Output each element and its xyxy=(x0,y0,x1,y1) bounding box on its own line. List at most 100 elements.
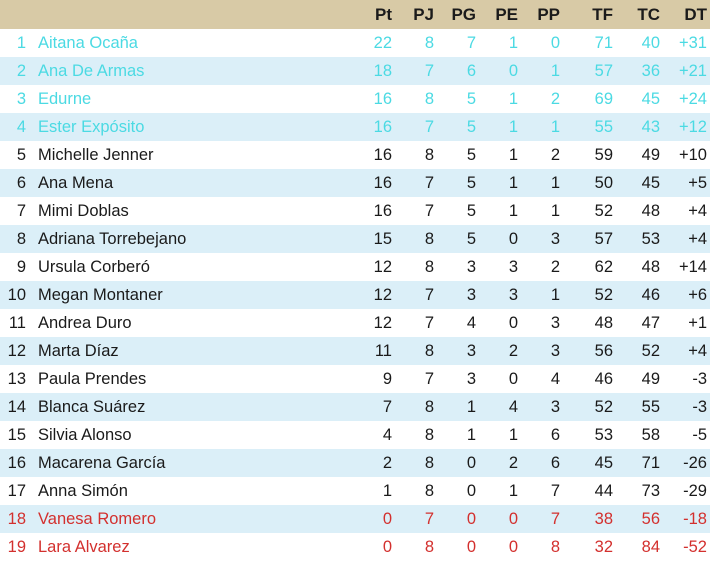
table-row: 5 Michelle Jenner 16 8 5 1 2 59 49 +10 xyxy=(0,141,710,169)
pt-cell: 16 xyxy=(373,89,392,108)
pg-cell: 5 xyxy=(466,89,476,108)
tc-cell: 53 xyxy=(641,229,660,248)
name-cell: Blanca Suárez xyxy=(38,397,146,416)
pg-cell: 0 xyxy=(466,481,476,500)
dt-cell: -18 xyxy=(683,509,707,528)
name-cell: Megan Montaner xyxy=(38,285,163,304)
pp-cell: 2 xyxy=(550,89,560,108)
pg-cell: 3 xyxy=(466,369,476,388)
tf-cell: 48 xyxy=(594,313,613,332)
column-header-pe: PE xyxy=(495,4,518,24)
pj-cell: 8 xyxy=(424,481,434,500)
pe-cell: 3 xyxy=(508,257,518,276)
table-row: 3 Edurne 16 8 5 1 2 69 45 +24 xyxy=(0,85,710,113)
table-row: 4 Ester Expósito 16 7 5 1 1 55 43 +12 xyxy=(0,113,710,141)
pt-cell: 12 xyxy=(373,257,392,276)
rank-cell: 14 xyxy=(7,397,26,416)
pp-cell: 6 xyxy=(550,425,560,444)
pg-cell: 3 xyxy=(466,341,476,360)
dt-cell: +31 xyxy=(679,33,707,52)
tc-cell: 46 xyxy=(641,285,660,304)
pe-cell: 1 xyxy=(508,89,518,108)
tf-cell: 57 xyxy=(594,229,613,248)
pj-cell: 8 xyxy=(424,229,434,248)
column-header-pt: Pt xyxy=(375,4,392,24)
rank-cell: 19 xyxy=(7,537,26,556)
pg-cell: 3 xyxy=(466,257,476,276)
dt-cell: +6 xyxy=(688,285,707,304)
table-row: 12 Marta Díaz 11 8 3 2 3 56 52 +4 xyxy=(0,337,710,365)
rank-cell: 12 xyxy=(7,341,26,360)
pt-cell: 7 xyxy=(382,397,392,416)
pj-cell: 8 xyxy=(424,33,434,52)
tc-cell: 52 xyxy=(641,341,660,360)
pe-cell: 3 xyxy=(508,285,518,304)
pg-cell: 0 xyxy=(466,509,476,528)
pt-cell: 18 xyxy=(373,61,392,80)
pp-cell: 1 xyxy=(550,117,560,136)
pg-cell: 0 xyxy=(466,537,476,556)
pg-cell: 5 xyxy=(466,117,476,136)
pt-cell: 9 xyxy=(382,369,392,388)
tc-cell: 48 xyxy=(641,257,660,276)
pt-cell: 1 xyxy=(382,481,392,500)
table-header-row: Pt PJ PG PE PP TF TC DT xyxy=(0,0,710,29)
pg-cell: 5 xyxy=(466,229,476,248)
pe-cell: 1 xyxy=(508,117,518,136)
tf-cell: 53 xyxy=(594,425,613,444)
tc-cell: 47 xyxy=(641,313,660,332)
tf-cell: 52 xyxy=(594,285,613,304)
pe-cell: 2 xyxy=(508,453,518,472)
tf-cell: 38 xyxy=(594,509,613,528)
rank-cell: 6 xyxy=(16,173,26,192)
rank-cell: 11 xyxy=(8,313,26,332)
tc-cell: 48 xyxy=(641,201,660,220)
pp-cell: 1 xyxy=(550,61,560,80)
pt-cell: 2 xyxy=(382,453,392,472)
name-cell: Vanesa Romero xyxy=(38,509,157,528)
name-cell: Macarena García xyxy=(38,453,166,472)
rank-cell: 1 xyxy=(16,33,26,52)
pe-cell: 1 xyxy=(508,425,518,444)
pj-cell: 8 xyxy=(424,453,434,472)
tc-cell: 43 xyxy=(641,117,660,136)
dt-cell: -26 xyxy=(683,453,707,472)
dt-cell: +1 xyxy=(688,313,707,332)
pg-cell: 3 xyxy=(466,285,476,304)
pp-cell: 3 xyxy=(550,313,560,332)
pp-cell: 8 xyxy=(550,537,560,556)
rank-cell: 7 xyxy=(16,201,26,220)
dt-cell: +14 xyxy=(679,257,707,276)
tf-cell: 56 xyxy=(594,341,613,360)
name-cell: Lara Alvarez xyxy=(38,537,130,556)
tc-cell: 45 xyxy=(641,173,660,192)
pj-cell: 7 xyxy=(424,117,434,136)
pp-cell: 2 xyxy=(550,145,560,164)
name-cell: Edurne xyxy=(38,89,92,108)
tf-cell: 45 xyxy=(594,453,613,472)
table-body: 1 Aitana Ocaña 22 8 7 1 0 71 40 +31 2 An… xyxy=(0,29,710,561)
pj-cell: 7 xyxy=(424,201,434,220)
table-row: 9 Ursula Corberó 12 8 3 3 2 62 48 +14 xyxy=(0,253,710,281)
pp-cell: 1 xyxy=(550,285,560,304)
pj-cell: 8 xyxy=(424,397,434,416)
rank-cell: 3 xyxy=(16,89,26,108)
pt-cell: 16 xyxy=(373,173,392,192)
pp-cell: 1 xyxy=(550,173,560,192)
pp-cell: 0 xyxy=(550,33,560,52)
name-cell: Marta Díaz xyxy=(38,341,119,360)
pj-cell: 8 xyxy=(424,145,434,164)
dt-cell: +21 xyxy=(679,61,707,80)
rank-cell: 17 xyxy=(7,481,26,500)
rank-cell: 5 xyxy=(16,145,26,164)
pe-cell: 0 xyxy=(508,537,518,556)
pj-cell: 7 xyxy=(424,313,434,332)
column-header-tf: TF xyxy=(592,4,613,24)
pe-cell: 0 xyxy=(508,229,518,248)
tc-cell: 55 xyxy=(641,397,660,416)
tc-cell: 45 xyxy=(641,89,660,108)
pt-cell: 15 xyxy=(373,229,392,248)
pt-cell: 12 xyxy=(373,313,392,332)
table-row: 19 Lara Alvarez 0 8 0 0 8 32 84 -52 xyxy=(0,533,710,561)
dt-cell: +10 xyxy=(679,145,707,164)
